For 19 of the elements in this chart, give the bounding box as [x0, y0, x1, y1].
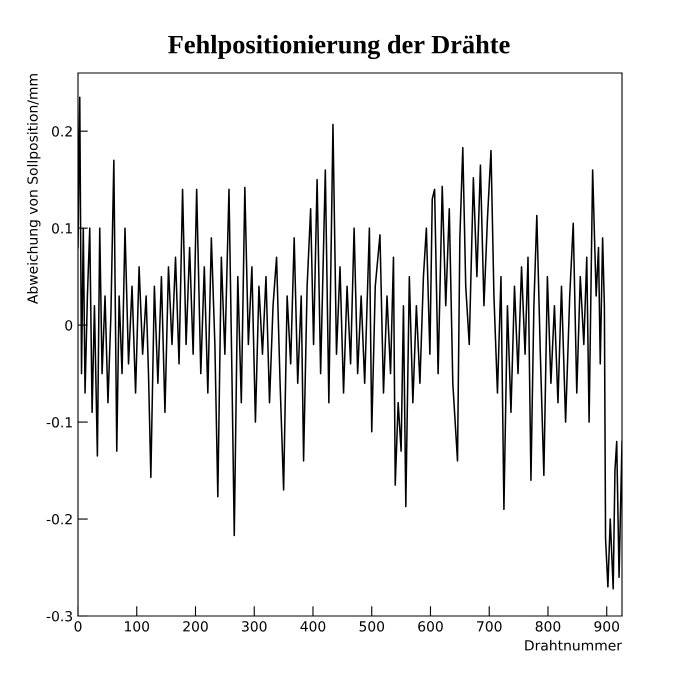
y-axis-title: Abweichung von Sollposition/mm: [27, 74, 40, 304]
chart-title: Fehlpositionierung der Drähte: [168, 34, 510, 60]
y-tick-label: 0: [65, 320, 72, 331]
y-tick-label: -0.2: [46, 514, 72, 525]
x-tick-label: 800: [536, 621, 560, 632]
x-tick-label: 100: [125, 621, 150, 632]
x-tick-label: 0: [74, 621, 82, 632]
y-tick-label: -0.1: [46, 417, 72, 428]
x-tick-label: 600: [418, 621, 443, 632]
x-axis-title: Drahtnummer: [525, 640, 622, 651]
y-tick-label: 0.1: [52, 223, 72, 234]
x-tick-label: 400: [300, 621, 326, 632]
y-tick-label: -0.3: [46, 610, 72, 622]
x-tick-label: 500: [360, 621, 384, 632]
x-tick-label: 900: [594, 621, 620, 632]
y-tick-label: 0.2: [52, 126, 72, 137]
x-tick-label: 200: [183, 621, 208, 632]
x-tick-label: 700: [477, 621, 502, 632]
x-tick-label: 300: [242, 621, 267, 632]
